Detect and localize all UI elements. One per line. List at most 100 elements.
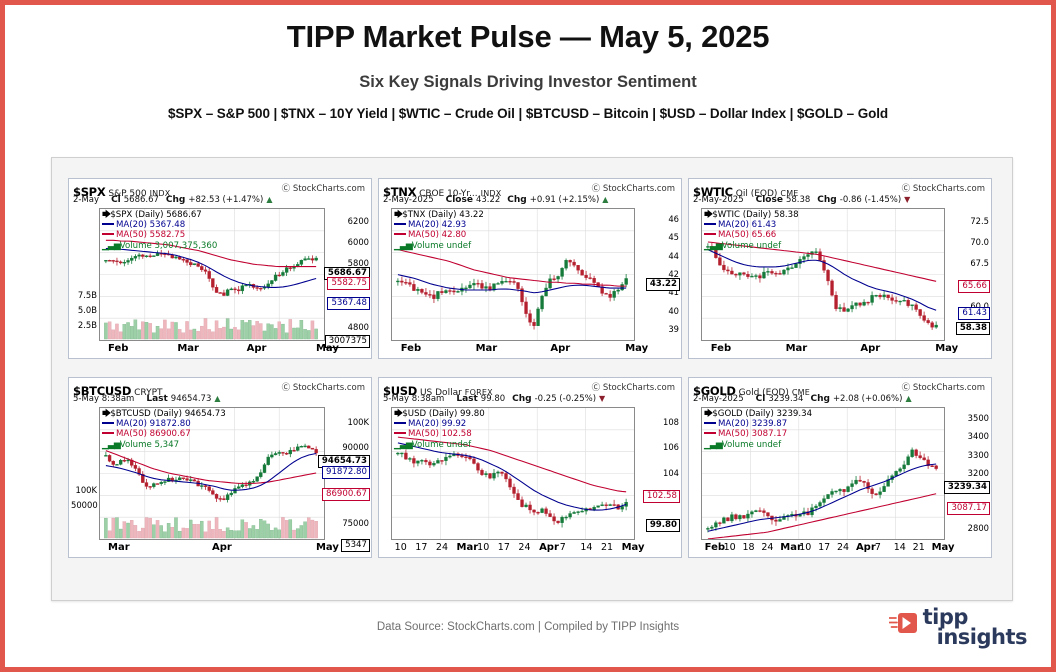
legend-ma20-text: MA(20) 99.92 bbox=[408, 419, 467, 430]
quote-close-value: 43.22 bbox=[475, 195, 501, 205]
panel-exchange: INDX bbox=[149, 189, 171, 198]
stockcharts-credit: Ⓒ StockCharts.com bbox=[901, 383, 985, 393]
legend-ma20: MA(20) 99.92 bbox=[394, 419, 485, 429]
legend-volume: ▁▃▅Volume undef bbox=[394, 241, 484, 251]
y-axis-tick-right: 40 bbox=[668, 305, 679, 316]
y-axis-tick-left: 2.5B bbox=[77, 320, 97, 330]
x-axis-tick: 7 bbox=[874, 542, 881, 553]
stockcharts-credit: Ⓒ StockCharts.com bbox=[901, 184, 985, 194]
chart-panel-spx[interactable]: $SPX S&P 500 INDX Ⓒ StockCharts.com 2-May Cl 5… bbox=[68, 178, 372, 359]
chart-legend: 🡆$WTIC (Daily) 58.38 MA(20) 61.43 MA(50) 6… bbox=[704, 210, 799, 251]
x-axis-tick: 10 bbox=[394, 542, 407, 553]
candlestick-icon: 🡆 bbox=[394, 210, 403, 220]
quote-close-value: 3239.34 bbox=[768, 394, 804, 404]
x-axis-tick: Apr bbox=[550, 343, 571, 354]
chart-legend: 🡆$USD (Daily) 99.80 MA(20) 99.92 MA(50) 10… bbox=[394, 409, 485, 450]
x-axis-tick: May bbox=[935, 343, 959, 354]
ma50-line-icon bbox=[394, 233, 406, 236]
x-axis-tick: May bbox=[315, 343, 339, 354]
y-axis-tick-right: 106 bbox=[663, 442, 679, 453]
legend-ma20-text: MA(20) 61.43 bbox=[718, 220, 777, 231]
legend-volume: ▁▃▅Volume undef bbox=[704, 440, 812, 450]
panel-symbol-name: CRYPT bbox=[134, 388, 163, 398]
y-axis-tick-right: 5800 bbox=[347, 258, 369, 269]
y-axis-tick-right: 6200 bbox=[347, 215, 369, 226]
ma20-line-icon bbox=[704, 223, 716, 226]
quote-change-value: +0.91 (+2.15%) bbox=[529, 195, 600, 205]
plot-svg bbox=[702, 209, 944, 340]
volume-bars-icon: ▁▃▅ bbox=[102, 439, 121, 450]
chart-panel-btcusd[interactable]: $BTCUSD CRYPT Ⓒ StockCharts.com 5-May 8:38a… bbox=[68, 377, 372, 558]
y-axis-tick-left: 5.0B bbox=[77, 305, 97, 315]
quote-close-label: Close bbox=[445, 195, 473, 205]
trend-up-icon: ▲ bbox=[214, 394, 221, 403]
plot-area-spx[interactable]: 🡆$SPX (Daily) 5686.67 MA(20) 5367.48 MA(50… bbox=[99, 208, 325, 341]
quote-change-label: Chg bbox=[507, 195, 527, 205]
volume-bars-icon: ▁▃▅ bbox=[102, 240, 121, 251]
chart-panel-tnx[interactable]: $TNX CBOE 10-Yr... INDX Ⓒ StockCharts.com 2-… bbox=[378, 178, 682, 359]
candlestick-icon: 🡆 bbox=[704, 210, 713, 220]
legend-price-text: $USD (Daily) 99.80 bbox=[402, 409, 485, 419]
plot-area-usd[interactable]: 🡆$USD (Daily) 99.80 MA(20) 99.92 MA(50) 10… bbox=[391, 407, 635, 540]
legend-price: 🡆$GOLD (Daily) 3239.34 bbox=[704, 409, 812, 419]
legend-volume-text: Volume 3,007,375,360 bbox=[119, 240, 218, 251]
legend-ma20-text: MA(20) 3239.87 bbox=[718, 419, 788, 430]
x-axis-tick: Apr bbox=[539, 542, 559, 553]
x-axis-tick: Apr bbox=[860, 343, 881, 354]
x-axis-tick: 18 bbox=[742, 542, 755, 553]
panel-symbol: $TNX bbox=[383, 185, 417, 199]
trend-up-icon: ▲ bbox=[602, 195, 609, 204]
x-axis-tick: 17 bbox=[497, 542, 510, 553]
legend-volume: ▁▃▅Volume 5,347 bbox=[102, 440, 226, 450]
trend-down-icon: ▼ bbox=[904, 195, 911, 204]
legend-price-text: $SPX (Daily) 5686.67 bbox=[110, 210, 202, 220]
page-title: TIPP Market Pulse — May 5, 2025 bbox=[286, 19, 770, 54]
legend-price-text: $BTCUSD (Daily) 94654.73 bbox=[110, 409, 226, 419]
trend-down-icon: ▼ bbox=[599, 394, 606, 403]
x-axis-tick: May bbox=[315, 542, 339, 553]
y-axis-tick-right: 75000 bbox=[342, 518, 369, 529]
chart-panel-usd[interactable]: $USD US Dollar FOREX Ⓒ StockCharts.com 5-May… bbox=[378, 377, 682, 558]
quote-close-value: 5686.67 bbox=[123, 195, 159, 205]
chart-panel-gold[interactable]: $GOLD Gold (EOD) CME Ⓒ StockCharts.com 2-May… bbox=[688, 377, 992, 558]
price-flag-blue: 91872.80 bbox=[321, 466, 370, 479]
chart-legend: 🡆$GOLD (Daily) 3239.34 MA(20) 3239.87 MA(5… bbox=[704, 409, 812, 450]
x-axis-tick: 24 bbox=[435, 542, 448, 553]
quote-change-label: Chg bbox=[512, 394, 532, 404]
panel-quote-row: 2-May-2025 Cl 3239.34 Chg +2.08 (+0.06%) ▲ bbox=[693, 394, 987, 407]
y-axis-tick-right: 70.0 bbox=[970, 237, 989, 248]
x-axis-tick: Feb bbox=[108, 343, 129, 354]
plot-area-tnx[interactable]: 🡆$TNX (Daily) 43.22 MA(20) 42.93 MA(50) 42… bbox=[391, 208, 635, 341]
chart-panel-wtic[interactable]: $WTIC Oil (EOD) CME Ⓒ StockCharts.com 2-May-… bbox=[688, 178, 992, 359]
x-axis-tick: Feb bbox=[704, 542, 726, 553]
legend-ma50: MA(50) 5582.75 bbox=[102, 230, 217, 240]
plot-area-wtic[interactable]: 🡆$WTIC (Daily) 58.38 MA(20) 61.43 MA(50) 6… bbox=[701, 208, 945, 341]
price-flag-vol: 5347 bbox=[341, 539, 370, 552]
x-axis-tick: 24 bbox=[518, 542, 531, 553]
panel-symbol: $BTCUSD bbox=[73, 384, 132, 398]
legend-price: 🡆$BTCUSD (Daily) 94654.73 bbox=[102, 409, 226, 419]
quote-close-label: Cl bbox=[755, 394, 766, 404]
x-axis-tick: Feb bbox=[710, 343, 732, 354]
legend-ma20-text: MA(20) 91872.80 bbox=[116, 419, 191, 430]
stockcharts-credit: Ⓒ StockCharts.com bbox=[281, 383, 365, 393]
quote-close-label: Close bbox=[755, 195, 783, 205]
panel-quote-row: 5-May 8:38am Last 99.80 Chg -0.25 (-0.25%) ▼ bbox=[383, 394, 677, 407]
stockcharts-credit: Ⓒ StockCharts.com bbox=[281, 184, 365, 194]
panel-title-row: $TNX CBOE 10-Yr... INDX Ⓒ StockCharts.com bbox=[383, 181, 677, 199]
legend-volume-text: Volume undef bbox=[411, 240, 472, 251]
legend-ma50-text: MA(50) 65.66 bbox=[718, 230, 777, 241]
ma50-line-icon bbox=[102, 432, 114, 435]
y-axis-tick-right: 3300 bbox=[967, 449, 989, 460]
x-axis-tick: 14 bbox=[893, 542, 906, 553]
quote-change-value: -0.86 (-1.45%) bbox=[839, 195, 902, 205]
quote-change-label: Chg bbox=[817, 195, 837, 205]
panel-exchange: INDX bbox=[480, 189, 502, 198]
panel-symbol-name: Gold (EOD) bbox=[738, 388, 789, 398]
quote-close-label: Cl bbox=[111, 195, 121, 205]
panel-symbol: $WTIC bbox=[693, 185, 733, 199]
x-axis-tick: Mar bbox=[785, 343, 808, 354]
plot-area-gold[interactable]: 🡆$GOLD (Daily) 3239.34 MA(20) 3239.87 MA(5… bbox=[701, 407, 945, 540]
plot-area-btcusd[interactable]: 🡆$BTCUSD (Daily) 94654.73 MA(20) 91872.80… bbox=[99, 407, 325, 540]
quote-close-label: Last bbox=[146, 394, 168, 404]
